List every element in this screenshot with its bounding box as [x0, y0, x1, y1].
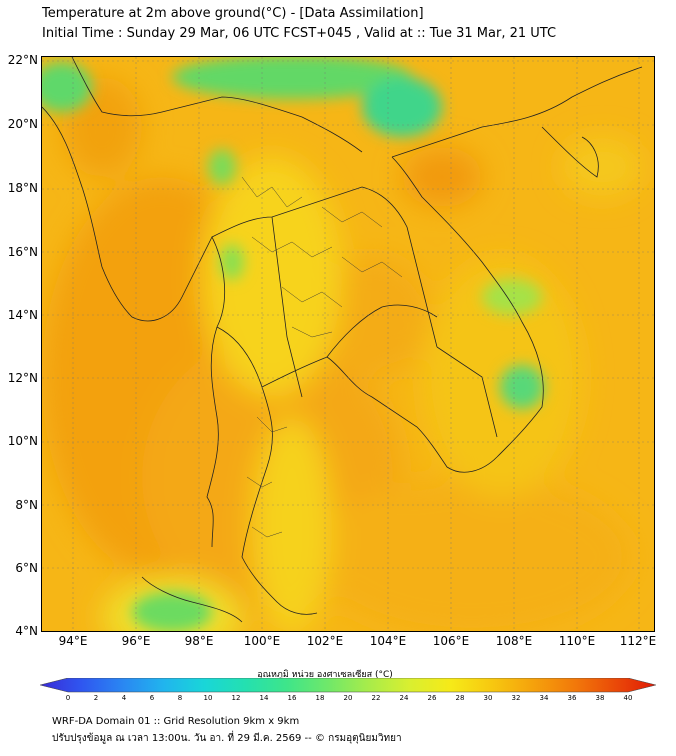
lat-label-8N: 8°N: [15, 498, 38, 512]
colorbar: [40, 678, 656, 693]
lat-label-14N: 14°N: [7, 308, 38, 322]
colorbar-tick-label: 32: [511, 694, 521, 702]
lat-label-22N: 22°N: [7, 53, 38, 67]
map-gridlines: [42, 57, 654, 631]
lat-label-10N: 10°N: [7, 434, 38, 448]
colorbar-tick-label: 18: [315, 694, 325, 702]
lon-label-94E: 94°E: [58, 634, 88, 648]
lat-label-12N: 12°N: [7, 371, 38, 385]
footer-model-info: WRF-DA Domain 01 :: Grid Resolution 9km …: [52, 716, 300, 727]
lat-label-16N: 16°N: [7, 245, 38, 259]
colorbar-tick-label: 4: [121, 694, 127, 702]
lon-label-110E: 110°E: [558, 634, 596, 648]
lat-label-18N: 18°N: [7, 181, 38, 195]
colorbar-tick-label: 2: [93, 694, 99, 702]
map-subtitle: Initial Time : Sunday 29 Mar, 06 UTC FCS…: [42, 26, 557, 41]
colorbar-tick-label: 10: [203, 694, 213, 702]
lat-label-4N: 4°N: [15, 624, 38, 638]
lon-label-108E: 108°E: [495, 634, 533, 648]
temperature-map: [41, 56, 655, 632]
colorbar-tick-label: 22: [371, 694, 381, 702]
colorbar-tick-label: 20: [343, 694, 353, 702]
coastlines-and-borders: [42, 57, 643, 623]
lon-label-100E: 100°E: [243, 634, 281, 648]
colorbar-tick-label: 26: [427, 694, 437, 702]
lon-label-104E: 104°E: [369, 634, 407, 648]
temperature-shading: [42, 77, 642, 631]
lat-label-6N: 6°N: [15, 561, 38, 575]
lon-label-106E: 106°E: [432, 634, 470, 648]
colorbar-tick-label: 16: [287, 694, 297, 702]
colorbar-tick-label: 6: [149, 694, 155, 702]
map-title: Temperature at 2m above ground(°C) - [Da…: [42, 6, 424, 21]
province-borders: [241, 176, 403, 538]
colorbar-tick-label: 36: [567, 694, 577, 702]
lon-label-112E: 112°E: [619, 634, 657, 648]
colorbar-tick-label: 34: [539, 694, 549, 702]
colorbar-tick-label: 38: [595, 694, 605, 702]
colorbar-gradient: [40, 678, 656, 693]
colorbar-tick-label: 24: [399, 694, 409, 702]
lon-label-102E: 102°E: [306, 634, 344, 648]
colorbar-tick-label: 14: [259, 694, 269, 702]
lon-label-96E: 96°E: [121, 634, 151, 648]
lat-label-20N: 20°N: [7, 117, 38, 131]
colorbar-tick-label: 30: [483, 694, 493, 702]
footer-update-info: ปรับปรุงข้อมูล ณ เวลา 13:00น. วัน อา. ที…: [52, 733, 402, 744]
lon-label-98E: 98°E: [184, 634, 214, 648]
cool-highlands-shading: [42, 57, 544, 631]
colorbar-tick-label: 40: [623, 694, 633, 702]
colorbar-tick-label: 0: [65, 694, 71, 702]
colorbar-tick-label: 12: [231, 694, 241, 702]
colorbar-tick-label: 28: [455, 694, 465, 702]
colorbar-tick-label: 8: [177, 694, 183, 702]
colorbar-title: อุณหภูมิ หน่วย องศาเซลเซียส (°C): [257, 670, 393, 680]
